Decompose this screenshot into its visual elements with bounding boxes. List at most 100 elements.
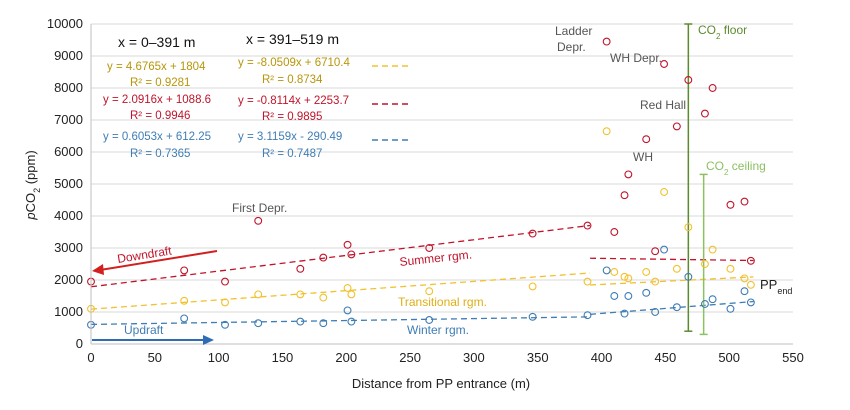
x-tick-label: 450: [655, 350, 677, 365]
x-tick-label: 400: [591, 350, 613, 365]
summer-data-point: [740, 197, 749, 206]
x-tick-label: 350: [527, 350, 549, 365]
winter-data-point: [180, 314, 189, 323]
summer-data-point: [672, 122, 681, 131]
winter-fit-line-2: [590, 300, 754, 315]
winter-data-point: [642, 288, 651, 297]
x-tick-label: 50: [148, 350, 162, 365]
winter-data-point: [740, 287, 749, 296]
eq-winter-1-r2: R² = 0.7365: [130, 148, 190, 160]
summer-data-point: [180, 266, 189, 275]
pp-end-label: PPend: [760, 277, 792, 296]
summer-data-point: [620, 191, 629, 200]
winter-data-point: [528, 312, 537, 321]
ladder-depr-label-1: Ladder: [555, 24, 592, 38]
winter-data-point: [660, 245, 669, 254]
summer-data-point: [624, 170, 633, 179]
transitional-data-point: [610, 268, 619, 276]
transitional-data-point: [528, 282, 537, 291]
y-tick-label: 3000: [54, 240, 83, 255]
co2-floor-label: CO2 floor: [698, 23, 747, 41]
winter-data-point: [221, 320, 229, 329]
summer-fit-line-1: [90, 224, 591, 288]
x-tick-label: 100: [208, 350, 230, 365]
updraft-arrow: [92, 335, 214, 345]
winter-data-point: [343, 306, 352, 315]
winter-data-point: [296, 317, 305, 326]
transitional-data-point: [740, 274, 749, 283]
winter-data-point: [624, 292, 633, 300]
y-tick-label: 5000: [54, 176, 83, 191]
wh-label: WH: [633, 150, 653, 164]
eq-summer-1: y = 2.0916x + 1088.6: [103, 94, 211, 106]
summer-data-point: [708, 84, 717, 92]
winter-data-point: [726, 304, 735, 313]
winter-data-point: [347, 317, 356, 326]
summer-data-point: [528, 229, 537, 238]
transitional-data-point: [583, 277, 592, 286]
eq-winter-2-r2: R² = 0.7487: [262, 148, 322, 160]
summer-fit-line-2: [590, 257, 754, 262]
transitional-data-point: [746, 280, 755, 289]
ladder-depr-label-2: Depr.: [557, 40, 586, 54]
y-tick-label: 1000: [54, 304, 83, 319]
summer-data-point: [347, 250, 356, 259]
summer-data-point: [726, 200, 735, 209]
winter-data-point: [254, 319, 263, 328]
summer-data-point: [651, 247, 660, 256]
trend-lines: [90, 224, 754, 326]
transitional-data-point: [221, 298, 229, 307]
winter-data-point: [708, 295, 717, 304]
y-tick-label: 10000: [47, 16, 83, 31]
x-tick-label: 200: [335, 350, 357, 365]
x-tick-label: 500: [718, 350, 740, 365]
winter-regime-label: Winter rgm.: [407, 323, 469, 337]
eq-summer-1-r2: R² = 0.9946: [130, 110, 190, 122]
transitional-data-point: [660, 188, 669, 196]
summer-data-point: [700, 109, 709, 118]
winter-data-point: [610, 292, 619, 300]
range2-header: x = 391–519 m: [246, 31, 339, 47]
transitional-data-point: [343, 284, 352, 292]
updraft-label: Updraft: [124, 323, 164, 337]
transitional-data-point: [700, 260, 709, 268]
summer-data-point: [425, 244, 434, 252]
downdraft-arrow: [92, 250, 218, 275]
transitional-data-point: [726, 264, 735, 273]
transitional-data-point: [254, 290, 263, 299]
summer-data-point: [684, 76, 693, 84]
transitional-data-point: [296, 290, 305, 299]
eq-transitional-1-r2: R² = 0.9281: [130, 77, 190, 89]
transitional-data-point: [684, 223, 693, 232]
transitional-regime-label: Transitional rgm.: [398, 295, 487, 309]
transitional-data-point: [180, 296, 189, 305]
transitional-data-point: [651, 277, 660, 286]
transitional-data-point: [708, 245, 717, 254]
x-tick-label: 250: [399, 350, 421, 365]
data-points: [87, 37, 755, 329]
summer-regime-label: Summer rgm.: [399, 247, 473, 269]
winter-data-point: [746, 298, 755, 307]
x-tick-label: 0: [87, 350, 94, 365]
eq-winter-1: y = 0.6053x + 612.25: [103, 131, 211, 143]
y-tick-label: 0: [76, 336, 83, 351]
eq-summer-2: y = -0.8114x + 2253.7: [238, 95, 349, 107]
winter-data-point: [684, 272, 693, 281]
y-tick-label: 7000: [54, 112, 83, 127]
eq-winter-2: y = 3.1159x - 290.49: [238, 131, 342, 143]
transitional-data-point: [672, 264, 681, 273]
transitional-data-point: [347, 290, 356, 299]
transitional-data-point: [624, 274, 633, 283]
red-hall-label: Red Hall: [640, 98, 686, 112]
summer-data-point: [660, 60, 669, 68]
winter-data-point: [700, 300, 709, 308]
winter-data-point: [319, 319, 328, 328]
y-tick-label: 2000: [54, 272, 83, 287]
gridlines: [91, 23, 793, 313]
transitional-data-point: [319, 293, 328, 302]
winter-data-point: [620, 309, 629, 318]
eq-transitional-2: y = -8.0509x + 6710.4: [238, 57, 350, 69]
x-tick-label: 150: [272, 350, 294, 365]
winter-data-point: [672, 303, 681, 312]
